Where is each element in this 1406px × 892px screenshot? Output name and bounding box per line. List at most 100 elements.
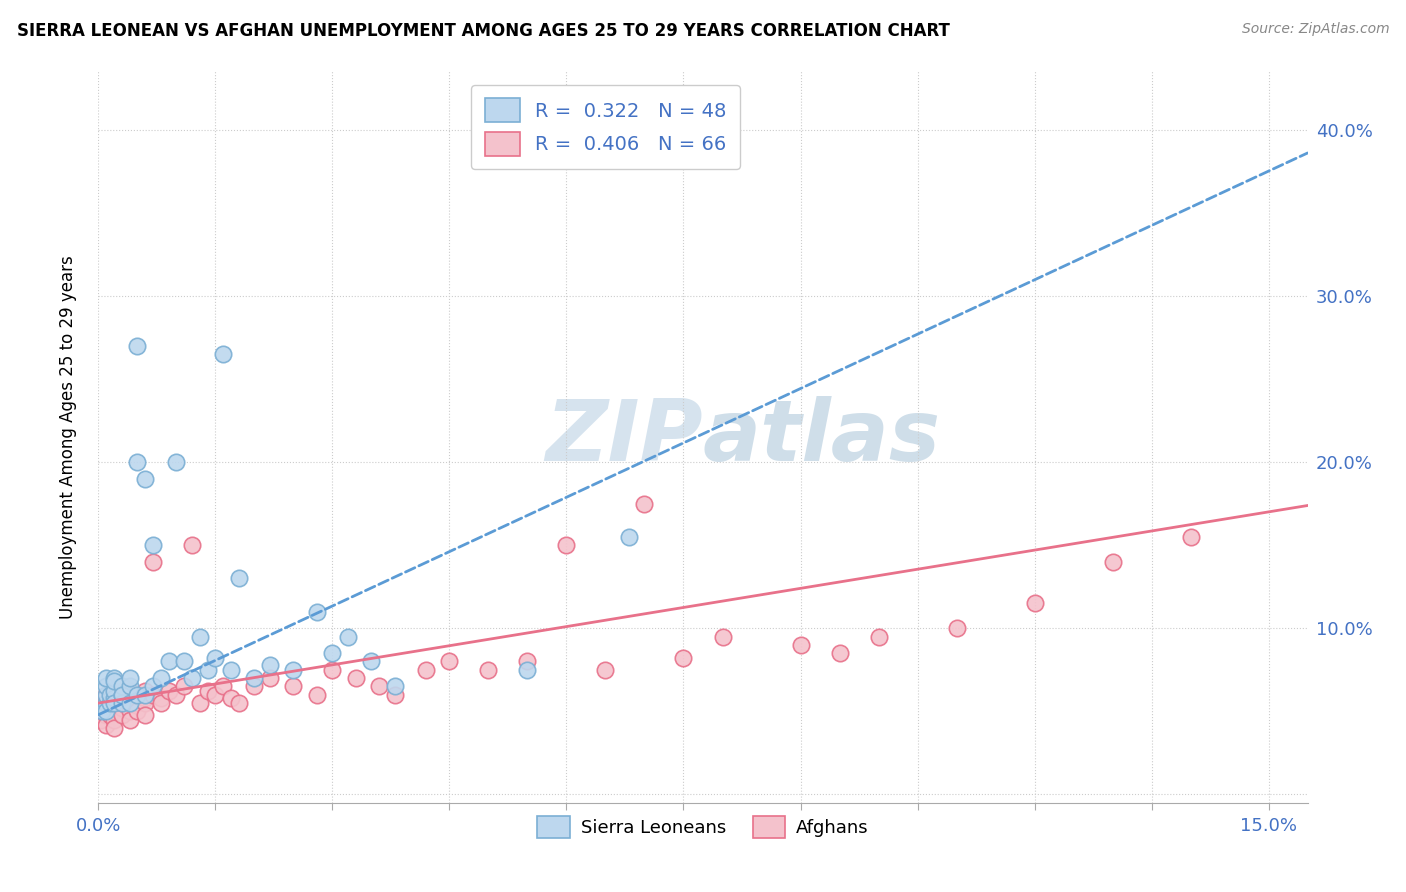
Point <box>212 680 235 694</box>
Point <box>96 696 118 710</box>
Point <box>103 674 125 689</box>
Point <box>98 707 121 722</box>
Point <box>149 671 172 685</box>
Point <box>96 707 118 722</box>
Point <box>384 688 406 702</box>
Point <box>321 663 343 677</box>
Point <box>945 621 967 635</box>
Text: atlas: atlas <box>703 395 941 479</box>
Point <box>321 646 343 660</box>
Point <box>127 455 149 469</box>
Point <box>197 663 219 677</box>
Point <box>711 630 734 644</box>
Point <box>142 538 165 552</box>
Point <box>118 671 141 685</box>
Point <box>181 671 204 685</box>
Point <box>633 497 655 511</box>
Point <box>111 680 134 694</box>
Point <box>789 638 811 652</box>
Point <box>337 630 360 644</box>
Point <box>165 688 187 702</box>
Point <box>259 657 281 672</box>
Point <box>111 701 134 715</box>
Point <box>134 691 156 706</box>
Point <box>127 688 149 702</box>
Point <box>91 705 114 719</box>
Point <box>157 655 180 669</box>
Point <box>477 663 499 677</box>
Point <box>219 691 242 706</box>
Point <box>228 696 250 710</box>
Point <box>118 713 141 727</box>
Point <box>212 347 235 361</box>
Point <box>118 705 141 719</box>
Point <box>96 680 118 694</box>
Point <box>118 680 141 694</box>
Point <box>111 688 134 702</box>
Point <box>305 688 328 702</box>
Point <box>188 630 211 644</box>
Point <box>165 455 187 469</box>
Text: ZIP: ZIP <box>546 395 703 479</box>
Point <box>1180 530 1202 544</box>
Point <box>98 701 121 715</box>
Point <box>173 655 195 669</box>
Point <box>173 680 195 694</box>
Point <box>96 688 118 702</box>
Point <box>228 571 250 585</box>
Point <box>828 646 851 660</box>
Point <box>243 680 266 694</box>
Point <box>142 680 165 694</box>
Point <box>127 688 149 702</box>
Point <box>142 688 165 702</box>
Point <box>103 721 125 735</box>
Point <box>103 713 125 727</box>
Point <box>127 338 149 352</box>
Text: SIERRA LEONEAN VS AFGHAN UNEMPLOYMENT AMONG AGES 25 TO 29 YEARS CORRELATION CHAR: SIERRA LEONEAN VS AFGHAN UNEMPLOYMENT AM… <box>17 22 949 40</box>
Point <box>127 705 149 719</box>
Point <box>415 663 437 677</box>
Point <box>516 663 538 677</box>
Point <box>1024 596 1046 610</box>
Point <box>516 655 538 669</box>
Point <box>134 696 156 710</box>
Point <box>91 705 114 719</box>
Point <box>96 705 118 719</box>
Point <box>111 688 134 702</box>
Point <box>157 684 180 698</box>
Point <box>118 696 141 710</box>
Point <box>283 663 305 677</box>
Point <box>98 688 121 702</box>
Point <box>127 696 149 710</box>
Point <box>103 691 125 706</box>
Point <box>1101 555 1123 569</box>
Point <box>134 688 156 702</box>
Point <box>98 696 121 710</box>
Point <box>103 688 125 702</box>
Point <box>204 651 226 665</box>
Point <box>204 688 226 702</box>
Point <box>103 671 125 685</box>
Point <box>134 684 156 698</box>
Point <box>197 684 219 698</box>
Point <box>181 538 204 552</box>
Point <box>368 680 391 694</box>
Point <box>134 472 156 486</box>
Point <box>103 684 125 698</box>
Point <box>96 688 118 702</box>
Point <box>259 671 281 685</box>
Point <box>219 663 242 677</box>
Point <box>96 671 118 685</box>
Point <box>384 680 406 694</box>
Point <box>111 696 134 710</box>
Point <box>96 717 118 731</box>
Point <box>868 630 890 644</box>
Text: Source: ZipAtlas.com: Source: ZipAtlas.com <box>1241 22 1389 37</box>
Legend: Sierra Leoneans, Afghans: Sierra Leoneans, Afghans <box>530 808 876 845</box>
Point <box>103 696 125 710</box>
Point <box>439 655 461 669</box>
Point <box>103 696 125 710</box>
Y-axis label: Unemployment Among Ages 25 to 29 years: Unemployment Among Ages 25 to 29 years <box>59 255 77 619</box>
Point <box>305 605 328 619</box>
Point <box>243 671 266 685</box>
